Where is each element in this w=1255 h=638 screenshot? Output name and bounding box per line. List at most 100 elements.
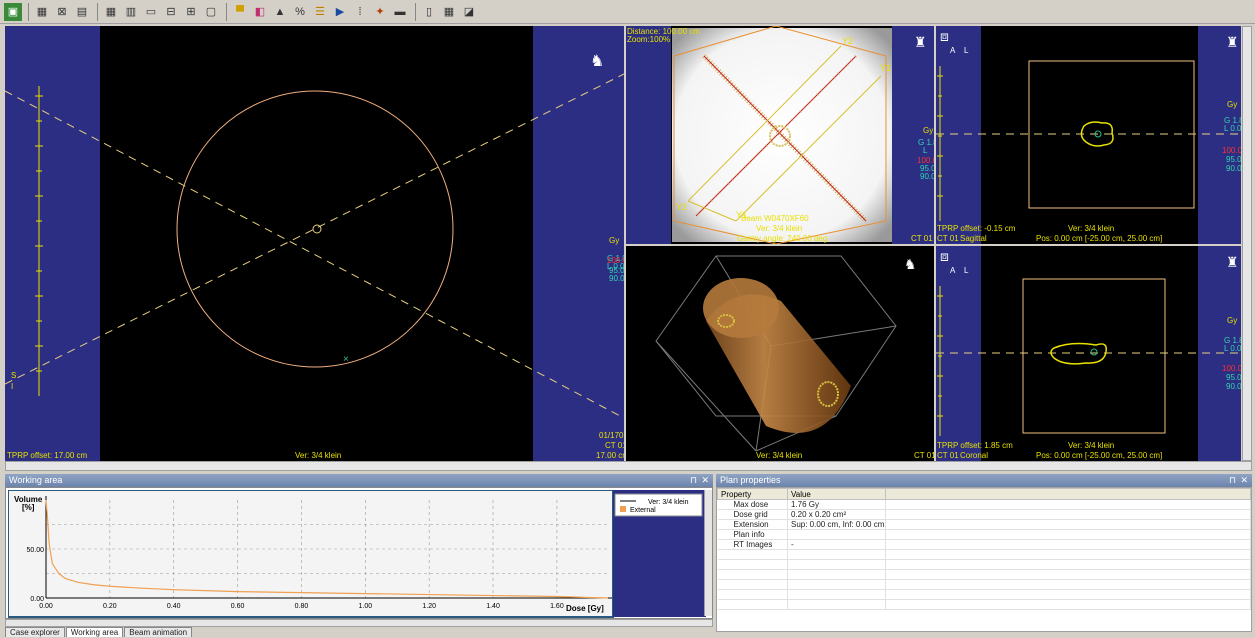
dvh-chart[interactable]: 0.00 0.20 0.40 0.60 0.80 1.00 1.20 1.40 1.60 0.00…: [8, 490, 708, 618]
palette-icon[interactable]: ◪: [463, 6, 475, 18]
table-icon[interactable]: ▦: [443, 6, 455, 18]
working-area-horizontal-scrollbar[interactable]: [5, 619, 713, 627]
beam-icon[interactable]: ✦: [375, 6, 385, 18]
table-row[interactable]: Plan info: [717, 529, 1251, 540]
external-contour: [176, 90, 454, 368]
header-value[interactable]: Value: [787, 488, 886, 500]
legend-box: [614, 493, 703, 517]
pin-icon[interactable]: ⊓: [1228, 475, 1236, 485]
grid-dots-icon[interactable]: ⁞: [358, 5, 362, 18]
plan-properties-grid: Property Value Max dose 1.76 Gy Dose grid…: [716, 487, 1252, 632]
3d-ct-label: CT 01: [914, 451, 934, 460]
legend-swatch-external: [620, 506, 626, 512]
toolbar-separator: [415, 2, 416, 21]
play-icon[interactable]: ▶: [335, 6, 345, 18]
sagittal-position: Pos: 0.00 cm [-25.00 cm, 25.00 cm]: [1036, 234, 1163, 243]
x-axis-label: Dose [Gy]: [566, 604, 604, 613]
isodose-icon[interactable]: ☰: [315, 6, 325, 18]
table-row[interactable]: Max dose 1.76 Gy: [717, 499, 1251, 510]
x-tick-label: 0.40: [167, 603, 181, 610]
table-row: [717, 599, 1251, 610]
property-key: Dose grid: [717, 509, 788, 520]
header-property[interactable]: Property: [717, 488, 788, 500]
jaw-y2: [687, 45, 842, 202]
left-blue-band: [626, 26, 671, 244]
properties-table: Property Value Max dose 1.76 Gy Dose grid…: [717, 488, 1251, 610]
coronal-version: Ver: 3/4 klein: [1068, 441, 1115, 450]
axial-view[interactable]: × ♞ S I Gy G 1.8 L 0.0 100.0 95.0 90.0 T…: [5, 26, 624, 461]
axial-iso-100: 100.0: [607, 256, 624, 265]
layout4-icon[interactable]: ▭: [145, 6, 157, 18]
jaw-edge: [687, 200, 737, 222]
isocenter-marker: [1094, 130, 1102, 138]
sagittal-a-label: A: [950, 46, 956, 55]
axial-slice-number: 01/170: [599, 431, 624, 440]
plan-properties-titlebar: Plan properties ⊓ ✕: [716, 474, 1252, 487]
dvh-vertical-scrollbar[interactable]: [704, 490, 712, 616]
jaw-label-y1-bottom: Y1: [736, 210, 748, 220]
percent-icon[interactable]: %: [295, 5, 305, 18]
print-icon[interactable]: ▬: [394, 5, 406, 18]
beam-zoom: Zoom:100%: [627, 35, 671, 44]
cross-icon[interactable]: ⊠: [57, 6, 67, 18]
sagittal-iso-90: 90.0: [1226, 164, 1241, 173]
reference-marker: ×: [343, 354, 349, 365]
close-icon[interactable]: ✕: [701, 475, 709, 485]
beams-eye-view[interactable]: Distance: 100.00 cm Zoom:100% Y2 Y1 Y2 Y…: [626, 26, 934, 244]
view-icon[interactable]: ▣: [4, 2, 22, 21]
viewer-horizontal-scrollbar[interactable]: [5, 461, 1252, 471]
layout7-icon[interactable]: ▢: [205, 6, 217, 18]
table-row[interactable]: RT Images -: [717, 539, 1251, 550]
coronal-canvas: [936, 246, 1241, 461]
color-icon[interactable]: ◧: [254, 6, 266, 18]
x-tick-label: 0.60: [231, 603, 245, 610]
table-row: [717, 589, 1251, 600]
sagittal-view[interactable]: ⧈ A L ♜ Gy G 1.8 L 0.0 100.0 95.0 90.0 T…: [936, 26, 1241, 244]
beam-gy-label: Gy: [923, 126, 934, 135]
coronal-tprp-offset: TPRP offset: 1.85 cm: [937, 441, 1013, 450]
tab-working-area[interactable]: Working area: [65, 627, 124, 637]
beam-name: Beam W0470XF60: [741, 214, 809, 223]
dvh-series-line: [45, 499, 609, 599]
target-contour: [1050, 342, 1108, 365]
contour-icon[interactable]: ▀: [236, 5, 244, 18]
axial-i-label: I: [11, 382, 14, 391]
axial-iso-90: 90.0: [609, 274, 624, 283]
beam-gantry-angle: Gantry angle: 240.00 deg: [737, 234, 828, 243]
chart-grid: [45, 500, 608, 598]
warning-icon[interactable]: ▲: [274, 5, 286, 18]
cube-icon: ⧈: [940, 248, 949, 264]
cube-icon: ⧈: [940, 28, 949, 44]
sagittal-tprp-offset: TPRP offset: -0.15 cm: [937, 224, 1016, 233]
beam-ct-label: CT 01: [911, 234, 933, 243]
right-blue-band: [892, 26, 934, 244]
jaw-label-y2-top: Y2: [842, 36, 854, 46]
tab-case-explorer[interactable]: Case explorer: [5, 627, 65, 637]
main-toolbar: ▣ ▦ ⊠ ▤ ▦ ▥ ▭ ⊟ ⊞ ▢ ▀ ◧ ▲ % ☰ ▶ ⁞ ✦ ▬ ▯ …: [0, 0, 1255, 24]
layout2-icon[interactable]: ▦: [105, 6, 117, 18]
jaw-y1: [735, 75, 882, 222]
layout-icon[interactable]: ▤: [76, 6, 88, 18]
3d-render-view[interactable]: ♞ Ver: 3/4 klein CT 01: [626, 246, 934, 461]
layout5-icon[interactable]: ⊟: [166, 6, 176, 18]
bounding-box-edge: [655, 340, 757, 452]
layout6-icon[interactable]: ⊞: [186, 6, 196, 18]
tab-beam-animation[interactable]: Beam animation: [124, 627, 193, 637]
layout3-icon[interactable]: ▥: [125, 6, 137, 18]
calc-icon[interactable]: ▯: [425, 6, 433, 18]
grid-icon[interactable]: ▦: [36, 6, 48, 18]
sagittal-g-label: G 1.8: [1224, 116, 1241, 125]
pin-icon[interactable]: ⊓: [689, 475, 697, 485]
viewer-vertical-scrollbar[interactable]: [1242, 26, 1252, 461]
ruler: [937, 286, 943, 436]
target-contour: [769, 125, 791, 147]
property-key: Max dose: [717, 499, 788, 510]
coronal-view[interactable]: ⧈ A L ♜ Gy G 1.8 L 0.0 100.0 95.0 90.0 T…: [936, 246, 1241, 461]
beam-canvas: [626, 26, 934, 244]
table-row[interactable]: Extension Sup: 0.00 cm, Inf: 0.00 cm: [717, 519, 1251, 530]
target-contour: [1080, 121, 1114, 147]
table-row[interactable]: Dose grid 0.20 x 0.20 cm²: [717, 509, 1251, 520]
property-value: -: [787, 539, 886, 550]
close-icon[interactable]: ✕: [1240, 475, 1248, 485]
x-tick-label: 1.00: [359, 603, 373, 610]
